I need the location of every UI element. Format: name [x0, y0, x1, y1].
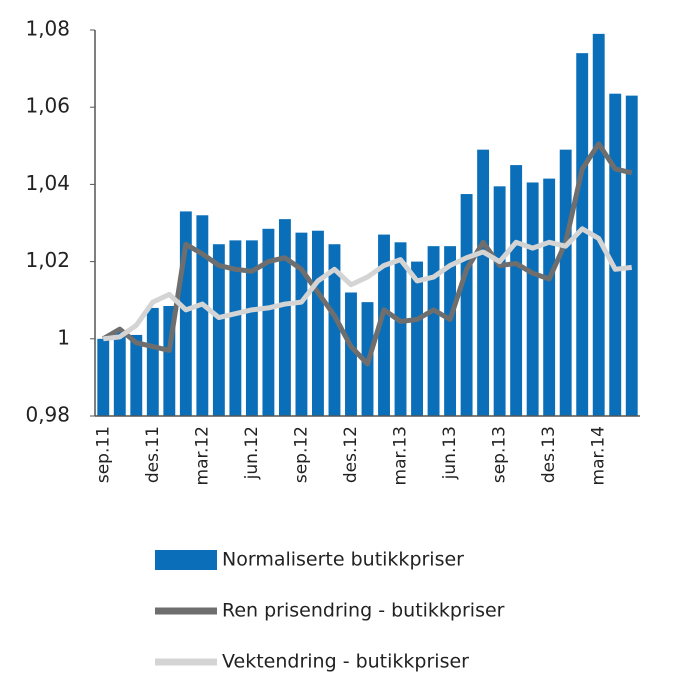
x-tick-label: des.12: [341, 426, 361, 483]
bar: [196, 215, 209, 416]
line: [101, 141, 633, 367]
bar: [510, 165, 523, 416]
x-tick-label: sep.12: [291, 426, 311, 483]
bar: [328, 244, 341, 416]
bar: [212, 244, 225, 416]
legend-swatch: [155, 550, 217, 570]
bar: [460, 194, 473, 416]
x-tick-label: jun.12: [242, 426, 262, 480]
line: [102, 226, 633, 342]
bar: [609, 93, 622, 416]
legend-label: Vektendring - butikkpriser: [222, 651, 469, 673]
legend-label: Ren prisendring - butikkpriser: [222, 600, 505, 622]
x-tick-label: jun.13: [440, 426, 460, 480]
x-tick-label: mar.13: [391, 426, 411, 485]
bar: [427, 246, 440, 416]
x-tick-label: sep.13: [490, 426, 510, 483]
bar: [146, 307, 159, 416]
x-tick-label: mar.14: [589, 426, 609, 485]
y-tick-label: 1,04: [25, 171, 70, 195]
bar: [163, 305, 176, 416]
bar: [113, 331, 126, 416]
bar: [444, 246, 457, 416]
bar: [378, 234, 390, 416]
bar: [312, 230, 324, 416]
x-tick-label: des.13: [539, 426, 559, 483]
bar: [229, 240, 242, 416]
x-tick-label: mar.12: [192, 426, 212, 485]
bar: [130, 334, 143, 416]
bar: [394, 242, 407, 416]
bar: [543, 178, 556, 416]
y-tick-label: 1: [57, 325, 70, 349]
x-tick-label: sep.11: [93, 426, 113, 483]
bar: [493, 186, 506, 416]
y-tick-label: 0,98: [25, 403, 70, 427]
y-tick-label: 1,08: [25, 17, 70, 41]
bar: [592, 33, 605, 417]
bar: [526, 182, 539, 416]
legend-label: Normaliserte butikkpriser: [222, 549, 464, 571]
bar: [345, 292, 357, 416]
bar: [97, 338, 110, 416]
bar: [278, 219, 291, 416]
bar: [477, 149, 490, 416]
y-tick-label: 1,06: [25, 94, 70, 118]
bar: [559, 149, 572, 416]
x-tick-label: des.11: [143, 426, 163, 483]
bar: [576, 53, 589, 416]
bar: [245, 240, 258, 416]
bar: [179, 211, 192, 416]
y-tick-label: 1,02: [25, 248, 70, 272]
bar: [411, 261, 423, 416]
bar: [625, 95, 638, 417]
bar: [295, 232, 308, 416]
bar: [262, 228, 275, 416]
